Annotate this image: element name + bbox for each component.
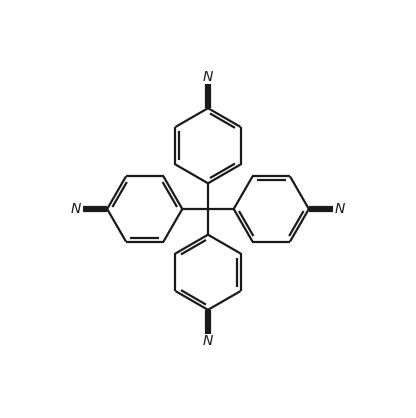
Text: N: N	[335, 202, 345, 216]
Text: N: N	[203, 334, 213, 348]
Text: N: N	[203, 70, 213, 84]
Text: N: N	[71, 202, 81, 216]
